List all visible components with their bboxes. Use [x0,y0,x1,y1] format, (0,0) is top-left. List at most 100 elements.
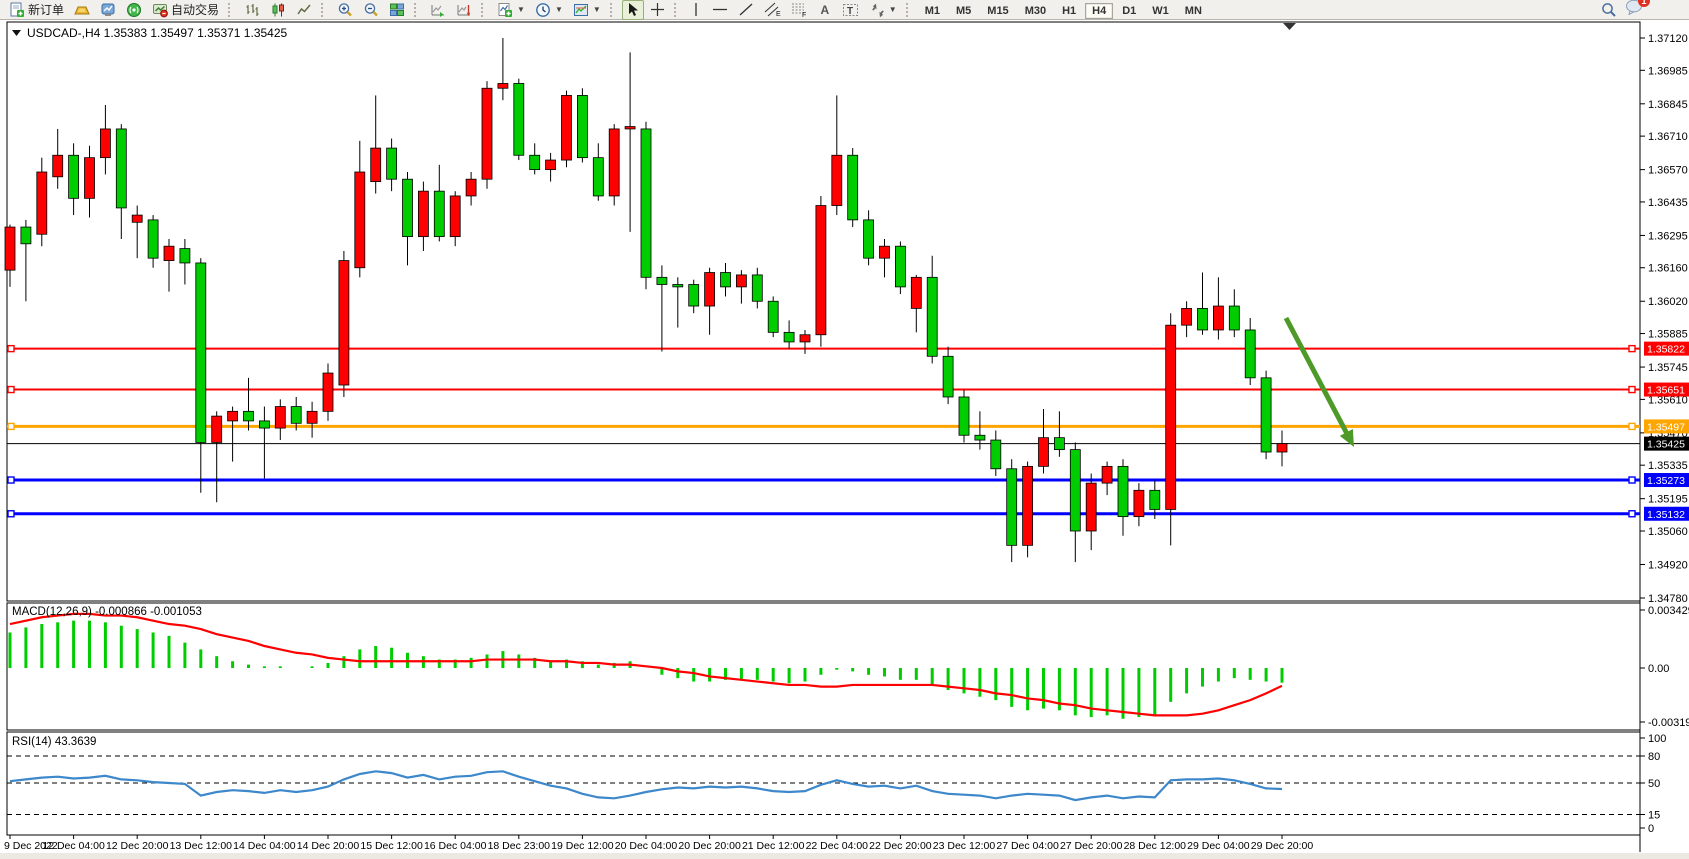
toolbar-grip [609,2,617,17]
auto-scroll-icon [431,4,445,17]
line-handle[interactable] [7,510,15,518]
auto-trading-button[interactable]: 自动交易 [148,0,223,20]
vertical-line-icon [695,3,697,16]
cursor-tool-button[interactable] [621,0,644,20]
notifications-button[interactable]: 1 [1625,0,1650,20]
line-handle[interactable] [1628,344,1636,353]
channel-tool-button[interactable]: E [760,0,785,20]
line-handle[interactable] [1628,476,1636,484]
price-tick-label: 1.35060 [1648,526,1688,538]
timeframe-button-M5[interactable]: M5 [956,4,972,17]
candle-body [592,157,604,197]
line-chart-mode-button[interactable] [292,0,316,20]
candlestick [1117,459,1129,536]
periods-button[interactable]: ▼ [531,0,567,20]
rsi-tick-label: 80 [1648,751,1660,763]
horizontal-line-object[interactable] [7,476,1640,484]
chevron-down-icon[interactable] [12,30,21,36]
tile-windows-button[interactable] [385,0,409,20]
search-icon[interactable] [1601,2,1617,18]
price-tick-label: 1.35745 [1648,362,1688,374]
label-tool-button[interactable]: T [838,0,863,20]
templates-button[interactable]: ▼ [569,0,605,20]
candlestick [433,164,445,242]
timeframe-button-M15[interactable]: M15 [987,4,1009,17]
horizontal-line-object[interactable] [7,344,1640,353]
candlestick [640,121,652,290]
arrows-tool-button[interactable]: ▼ [865,0,901,20]
timeframe-button-D1[interactable]: D1 [1122,4,1137,17]
candlestick-mode-button[interactable] [266,0,290,20]
candlestick [20,219,32,302]
candle-body [1022,465,1033,546]
candlestick [974,411,986,450]
candle-body [1038,437,1049,467]
trend-arrow-object[interactable] [1283,316,1354,447]
timeframe-button-M30[interactable]: M30 [1024,4,1047,17]
arrow-shaft [1283,316,1350,436]
chart-shift-button[interactable] [452,0,476,20]
arrows-icon [871,3,884,17]
bar-chart-mode-button[interactable] [240,0,264,20]
signal-button[interactable] [122,0,146,20]
timeframe-button-M1[interactable]: M1 [924,4,940,17]
timeframe-button-W1[interactable]: W1 [1152,4,1169,17]
candle-body [36,171,48,235]
new-order-button[interactable]: 新订单 [5,0,68,20]
line-handle[interactable] [1628,385,1636,394]
candle-body [370,147,382,182]
indicators-button[interactable]: ▼ [493,0,529,20]
candle-body [1085,482,1097,532]
line-handle[interactable] [7,422,15,431]
auto-scroll-button[interactable] [426,0,450,20]
price-tick-label: 1.36710 [1648,131,1688,143]
line-handle[interactable] [1628,422,1636,431]
line-handle[interactable] [7,385,15,394]
candlestick [513,78,525,161]
horizontal-line-object[interactable] [7,385,1640,394]
time-tick-label: 13 Dec 12:00 [170,840,233,852]
time-tick-label: 12 Dec 20:00 [106,840,169,852]
candlestick [592,143,604,201]
horizontal-line-object[interactable] [7,510,1640,518]
market-watch-button[interactable] [96,0,120,20]
candlestick [465,172,477,206]
candle-body [815,205,827,336]
time-tick-label: 21 Dec 12:00 [742,840,805,852]
line-handle[interactable] [1628,510,1636,518]
vertical-line-tool-button[interactable] [686,0,706,20]
zoom-out-button[interactable] [359,0,383,20]
horizontal-line-tool-button[interactable] [708,0,732,20]
candle-body [974,434,986,441]
bar-chart-icon [246,3,259,16]
candlestick [1022,461,1033,558]
candle-body [736,274,747,288]
candle-body [831,154,843,206]
price-badge: 1.35425 [1644,436,1689,451]
svg-text:F: F [802,12,806,18]
candle-body [720,272,731,288]
chevron-down-icon: ▼ [888,5,897,14]
trendline-tool-button[interactable] [734,0,758,20]
candle-body [1101,465,1113,484]
line-handle[interactable] [7,476,15,484]
timeframe-button-H1[interactable]: H1 [1062,4,1077,17]
zoom-in-button[interactable] [333,0,357,20]
text-tool-button[interactable]: A [814,0,836,20]
line-handle[interactable] [7,344,15,353]
timeframe-button-H4[interactable]: H4 [1085,2,1114,19]
candlestick [1006,459,1018,563]
candlestick [831,95,843,216]
time-tick-label: 19 Dec 12:00 [551,840,614,852]
timeframe-button-MN[interactable]: MN [1184,4,1202,17]
funds-button[interactable] [70,0,94,20]
price-chart[interactable]: 1.37120 1.36985 1.36845 1.36710 1.36570 1.364… [0,20,1689,859]
candlestick [1181,301,1192,338]
candlestick [545,152,556,182]
candle-body [417,190,429,238]
time-tick-label: 20 Dec 20:00 [678,840,741,852]
chart-shift-marker[interactable] [1283,23,1296,30]
macd-panel[interactable] [6,602,1641,731]
crosshair-tool-button[interactable] [646,0,669,20]
fibonacci-tool-button[interactable]: F [787,0,812,20]
